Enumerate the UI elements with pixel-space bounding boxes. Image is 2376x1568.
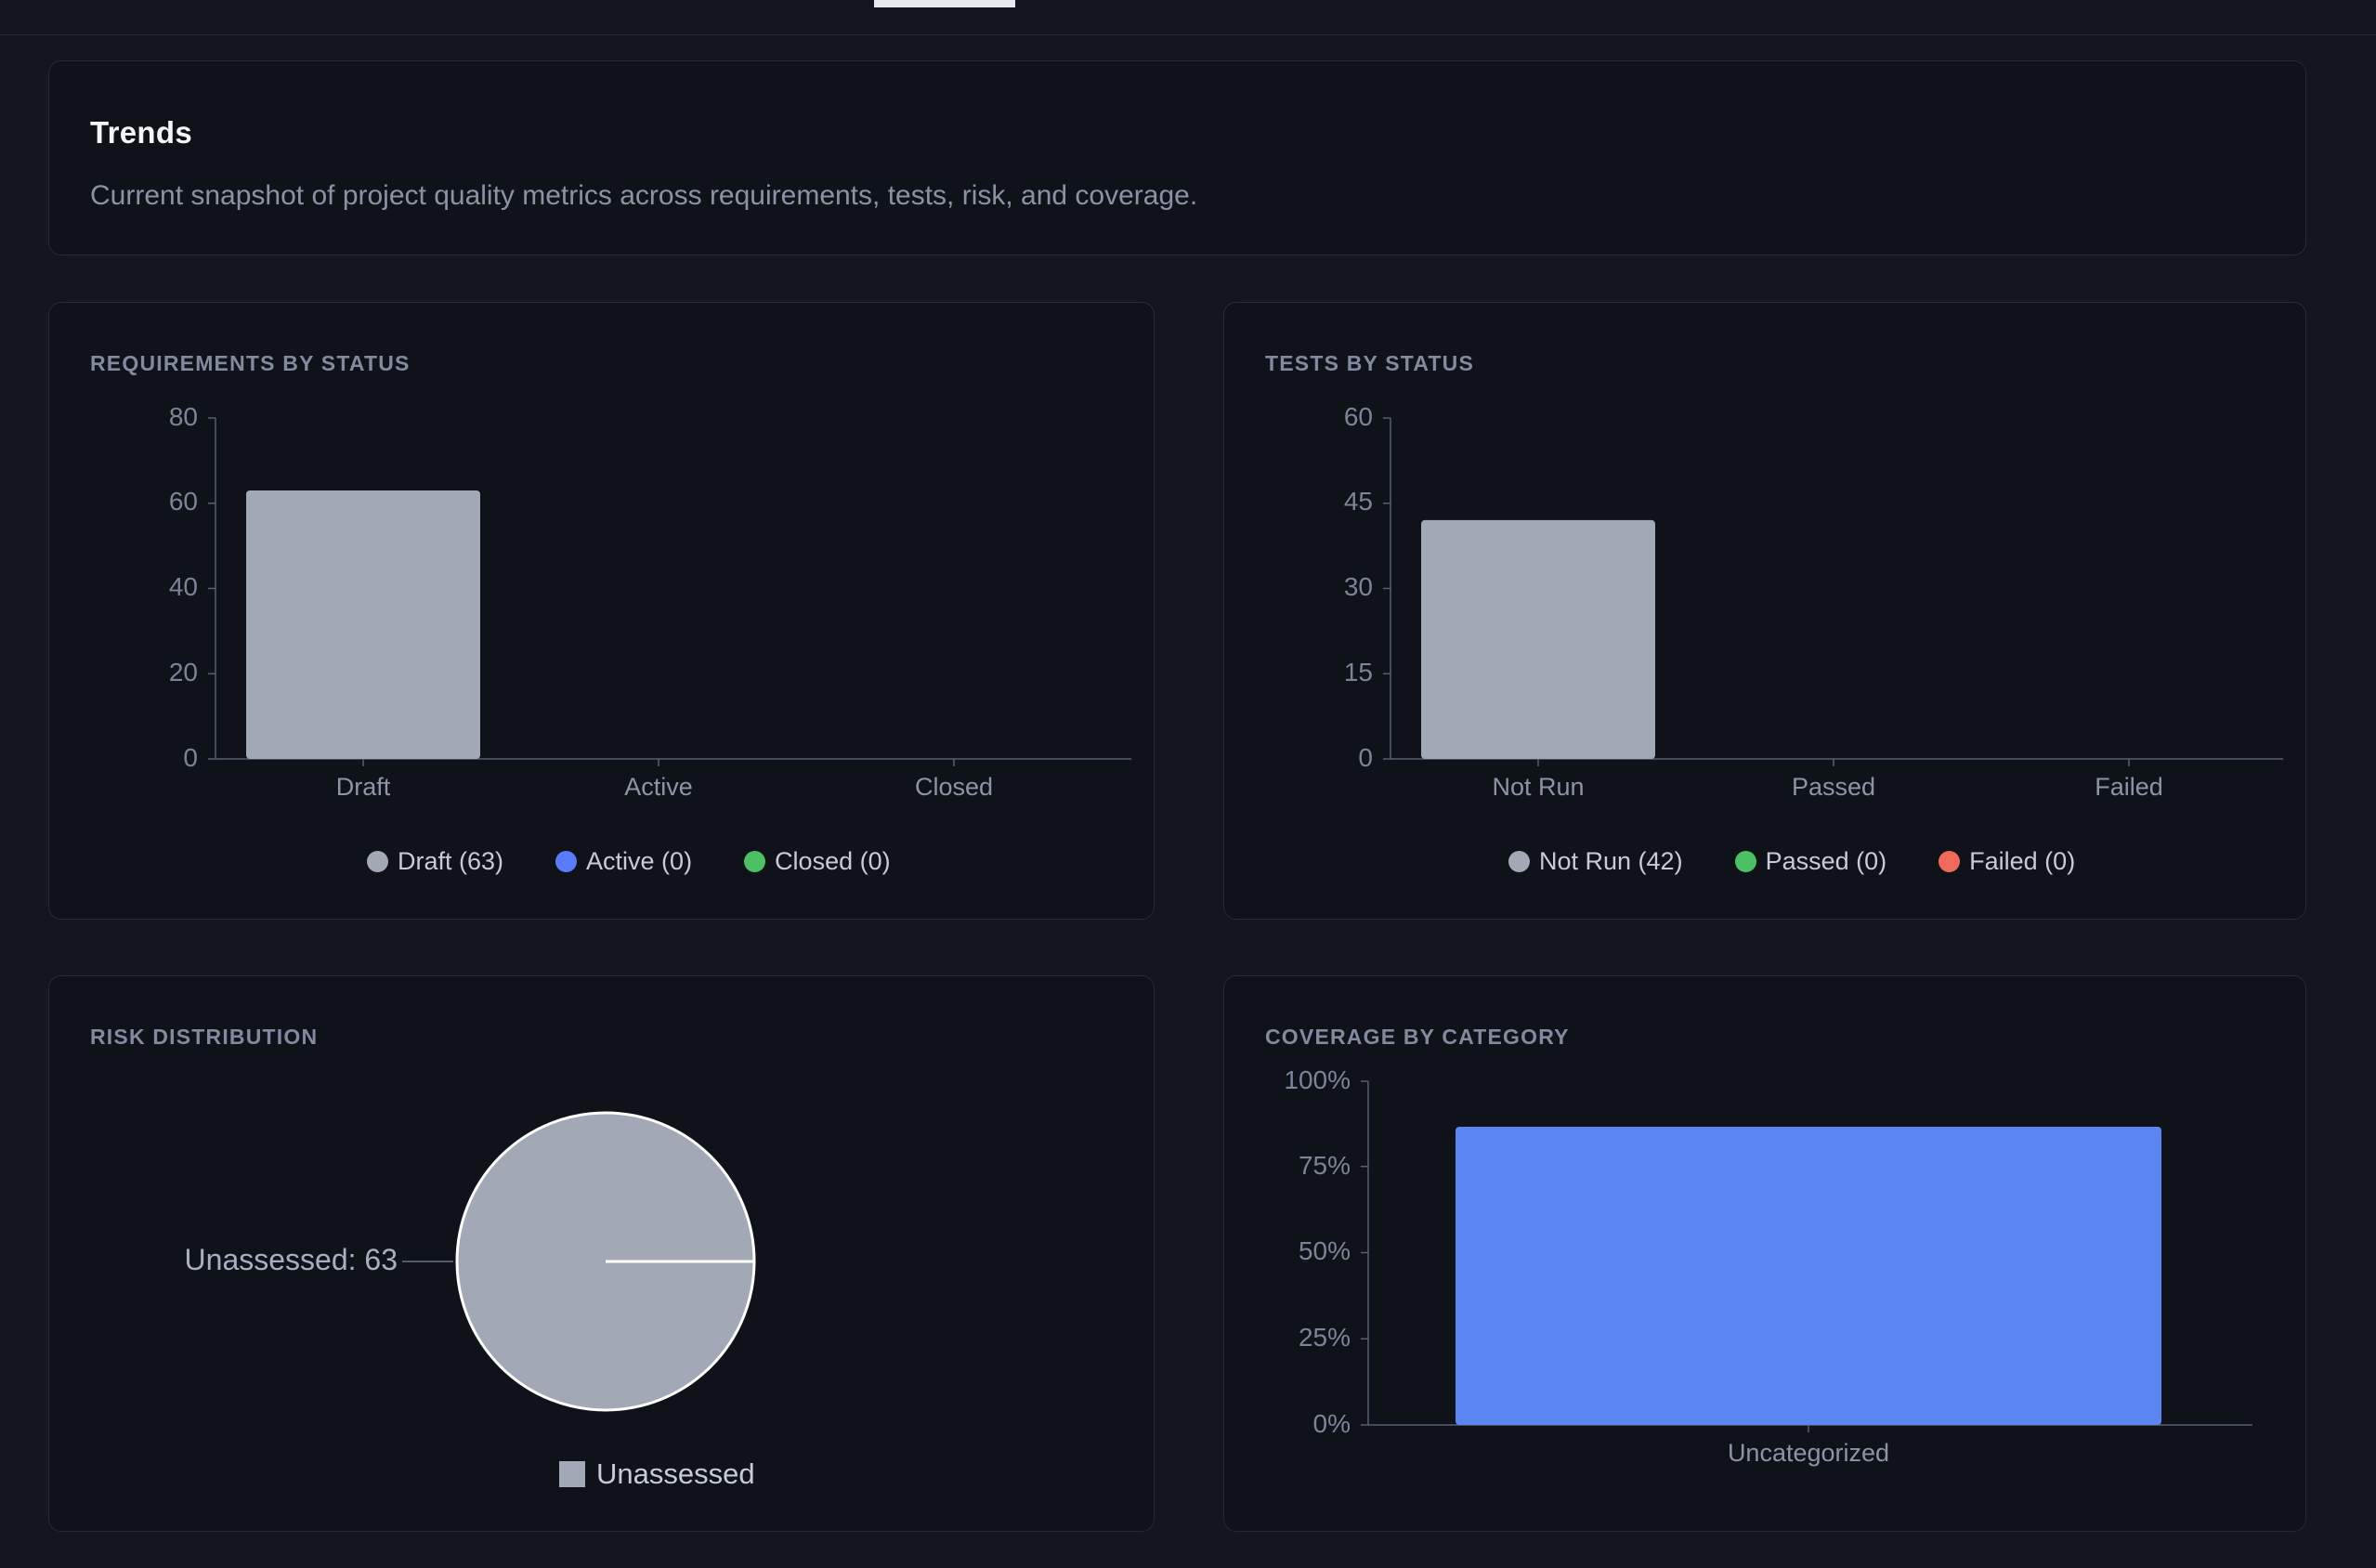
svg-text:Draft: Draft — [336, 773, 391, 801]
svg-text:Active: Active — [624, 773, 693, 801]
svg-text:0: 0 — [1358, 743, 1373, 772]
svg-text:80: 80 — [169, 402, 198, 431]
svg-text:30: 30 — [1344, 572, 1373, 601]
svg-text:0%: 0% — [1313, 1409, 1351, 1438]
svg-text:25%: 25% — [1299, 1323, 1351, 1352]
svg-text:0: 0 — [183, 743, 198, 772]
svg-text:Failed: Failed — [2095, 773, 2163, 801]
svg-text:Not Run: Not Run — [1492, 773, 1584, 801]
svg-text:45: 45 — [1344, 487, 1373, 516]
svg-text:60: 60 — [169, 487, 198, 516]
svg-text:75%: 75% — [1299, 1151, 1351, 1180]
svg-text:Passed: Passed — [1792, 773, 1875, 801]
svg-text:Uncategorized: Uncategorized — [1728, 1439, 1889, 1467]
svg-text:100%: 100% — [1284, 1065, 1351, 1094]
svg-text:50%: 50% — [1299, 1236, 1351, 1265]
svg-text:Unassessed: 63: Unassessed: 63 — [185, 1243, 398, 1276]
svg-text:Closed: Closed — [915, 773, 993, 801]
svg-text:60: 60 — [1344, 402, 1373, 431]
svg-text:15: 15 — [1344, 658, 1373, 686]
svg-text:40: 40 — [169, 572, 198, 601]
svg-text:Unassessed: Unassessed — [596, 1457, 755, 1490]
svg-text:20: 20 — [169, 658, 198, 686]
